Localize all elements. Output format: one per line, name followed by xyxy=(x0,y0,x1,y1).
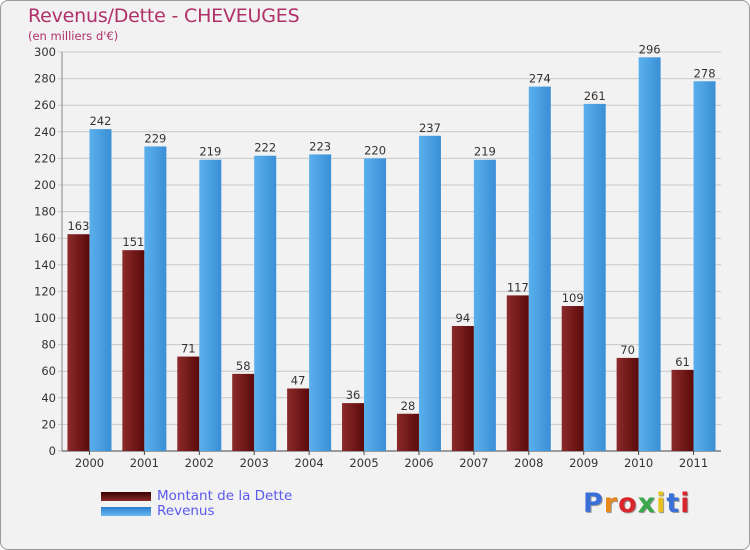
logo-letter: x xyxy=(637,488,657,519)
revenue-value-label: 219 xyxy=(474,145,496,159)
revenue-value-label: 237 xyxy=(419,121,441,135)
x-tick-label: 2003 xyxy=(240,456,269,470)
x-tick-label: 2006 xyxy=(404,456,433,470)
y-tick-label: 160 xyxy=(34,231,56,245)
debt-bar xyxy=(561,306,584,451)
revenue-value-label: 296 xyxy=(639,42,661,56)
legend-swatch-revenue xyxy=(101,507,151,516)
debt-value-label: 117 xyxy=(507,280,529,294)
x-tick-label: 2009 xyxy=(569,456,598,470)
revenue-value-label: 278 xyxy=(694,66,716,80)
debt-value-label: 61 xyxy=(675,355,690,369)
x-tick-label: 2004 xyxy=(294,456,323,470)
revenue-bar xyxy=(254,155,277,452)
legend-swatch-debt xyxy=(101,492,151,501)
x-tick-label: 2011 xyxy=(679,456,708,470)
debt-value-label: 151 xyxy=(122,235,144,249)
legend-label-revenue: Revenus xyxy=(157,503,215,519)
debt-bar xyxy=(342,403,365,451)
debt-value-label: 58 xyxy=(236,359,251,373)
revenue-bar xyxy=(583,103,606,452)
y-tick-label: 0 xyxy=(49,444,56,458)
debt-value-label: 94 xyxy=(456,311,471,325)
chart-subtitle: (en milliers d'€) xyxy=(28,29,119,43)
logo-letter: t xyxy=(666,488,681,519)
x-tick-label: 2002 xyxy=(185,456,214,470)
plot-area xyxy=(62,52,721,451)
logo-letter: i xyxy=(656,488,667,519)
y-tick-label: 80 xyxy=(41,338,56,352)
y-tick-label: 300 xyxy=(34,45,56,59)
revenue-value-label: 242 xyxy=(89,114,111,128)
logo-letter: o xyxy=(618,488,638,519)
revenue-bar xyxy=(144,146,167,451)
revenue-bar xyxy=(199,159,222,452)
revenue-bar xyxy=(638,57,661,451)
x-tick-label: 2001 xyxy=(130,456,159,470)
y-tick-label: 260 xyxy=(34,98,56,112)
x-tick-label: 2000 xyxy=(75,456,104,470)
x-tick-label: 2010 xyxy=(624,456,653,470)
x-tick-label: 2007 xyxy=(459,456,488,470)
y-tick-label: 220 xyxy=(34,151,56,165)
debt-value-label: 47 xyxy=(291,373,306,387)
logo-letter: r xyxy=(603,488,619,519)
debt-value-label: 163 xyxy=(67,219,89,233)
y-tick-label: 20 xyxy=(41,417,56,431)
y-tick-label: 140 xyxy=(34,258,56,272)
revenue-bar xyxy=(364,158,387,451)
debt-bar xyxy=(232,373,255,451)
revenue-bar xyxy=(309,154,332,451)
legend-label-debt: Montant de la Dette xyxy=(157,488,293,504)
revenue-bar xyxy=(418,135,441,452)
y-tick-label: 60 xyxy=(41,364,56,378)
revenue-bar xyxy=(528,86,551,451)
debt-value-label: 36 xyxy=(346,388,361,402)
y-tick-label: 200 xyxy=(34,178,56,192)
debt-value-label: 28 xyxy=(401,399,416,413)
x-tick-label: 2008 xyxy=(514,456,543,470)
chart-title: Revenus/Dette - CHEVEUGES xyxy=(28,5,300,27)
debt-value-label: 71 xyxy=(181,342,196,356)
debt-bar xyxy=(177,356,200,451)
revenue-value-label: 222 xyxy=(254,141,276,155)
debt-value-label: 109 xyxy=(562,291,584,305)
y-tick-label: 120 xyxy=(34,284,56,298)
proxiti-logo: Proxiti xyxy=(583,488,691,519)
revenue-value-label: 261 xyxy=(584,89,606,103)
revenue-value-label: 220 xyxy=(364,143,386,157)
revenue-value-label: 223 xyxy=(309,139,331,153)
debt-bar xyxy=(67,234,90,451)
revenue-bar xyxy=(473,159,496,452)
debt-bar xyxy=(451,325,474,451)
debt-bar xyxy=(287,388,310,451)
y-tick-label: 240 xyxy=(34,125,56,139)
debt-bar xyxy=(671,369,694,451)
revenue-value-label: 274 xyxy=(529,72,551,86)
debt-bar xyxy=(396,413,419,451)
debt-bar xyxy=(616,357,639,451)
debt-bar xyxy=(506,295,529,451)
x-tick-label: 2005 xyxy=(349,456,378,470)
revenue-value-label: 229 xyxy=(144,131,166,145)
debt-value-label: 70 xyxy=(620,343,635,357)
debt-bar xyxy=(122,250,145,451)
y-tick-label: 280 xyxy=(34,72,56,86)
y-tick-label: 100 xyxy=(34,311,56,325)
logo-letter: i xyxy=(680,488,691,519)
y-tick-label: 40 xyxy=(41,391,56,405)
revenue-bar xyxy=(89,129,112,451)
revenue-bar xyxy=(693,81,716,451)
revenue-value-label: 219 xyxy=(199,145,221,159)
logo-letter: P xyxy=(583,488,604,519)
y-tick-label: 180 xyxy=(34,205,56,219)
